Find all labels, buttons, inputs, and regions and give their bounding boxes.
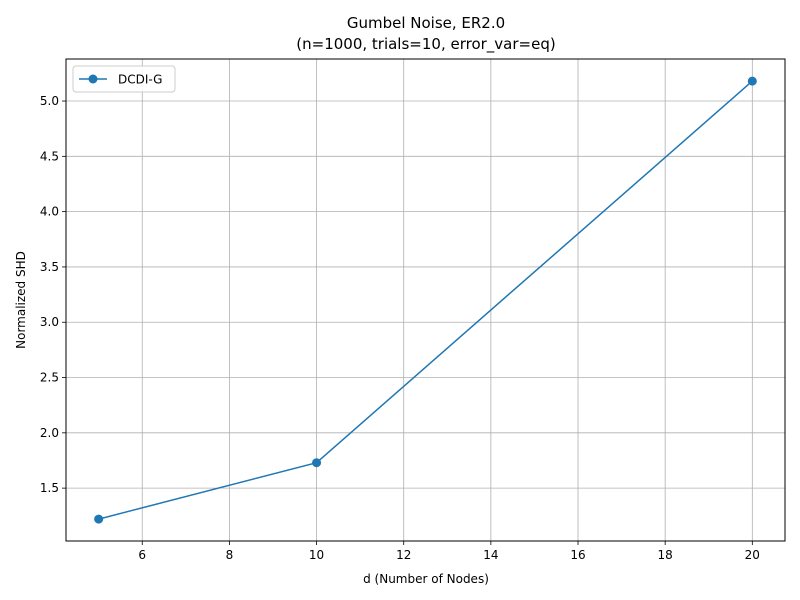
x-tick-label: 16 bbox=[570, 548, 585, 562]
legend-box bbox=[72, 65, 176, 93]
y-tick-label: 3.5 bbox=[40, 260, 59, 274]
y-tick-label: 4.0 bbox=[40, 205, 59, 219]
x-tick-label: 18 bbox=[658, 548, 673, 562]
y-tick-label: 2.5 bbox=[40, 371, 59, 385]
chart-subtitle: (n=1000, trials=10, error_var=eq) bbox=[296, 35, 555, 54]
data-point-dcdi-g bbox=[747, 76, 757, 86]
y-tick-label: 4.5 bbox=[40, 149, 59, 163]
y-axis-ticks: 1.5 2.0 2.5 3.0 3.5 4.0 4.5 5.0 bbox=[40, 94, 66, 495]
series-layer bbox=[94, 76, 757, 524]
legend-label-dcdi-g: DCDI-G bbox=[118, 73, 162, 87]
y-axis-label: Normalized SHD bbox=[14, 251, 28, 349]
legend: DCDI-G bbox=[72, 65, 176, 93]
y-tick-label: 3.0 bbox=[40, 315, 59, 329]
x-tick-label: 10 bbox=[309, 548, 324, 562]
chart-title: Gumbel Noise, ER2.0 bbox=[347, 14, 505, 32]
x-tick-label: 20 bbox=[745, 548, 760, 562]
x-axis-ticks: 6 8 10 12 14 16 18 20 bbox=[138, 541, 760, 562]
x-axis-label: d (Number of Nodes) bbox=[363, 572, 489, 586]
x-tick-label: 14 bbox=[483, 548, 498, 562]
y-tick-label: 1.5 bbox=[40, 481, 59, 495]
data-point-dcdi-g bbox=[312, 458, 322, 468]
legend-marker-dcdi-g bbox=[88, 74, 98, 84]
y-tick-label: 5.0 bbox=[40, 94, 59, 108]
grid bbox=[66, 59, 785, 541]
y-tick-label: 2.0 bbox=[40, 426, 59, 440]
x-tick-label: 6 bbox=[138, 548, 146, 562]
x-tick-label: 8 bbox=[226, 548, 234, 562]
plot-frame bbox=[65, 58, 786, 542]
x-tick-label: 12 bbox=[396, 548, 411, 562]
data-point-dcdi-g bbox=[94, 514, 104, 524]
series-line-dcdi-g bbox=[98, 80, 753, 520]
